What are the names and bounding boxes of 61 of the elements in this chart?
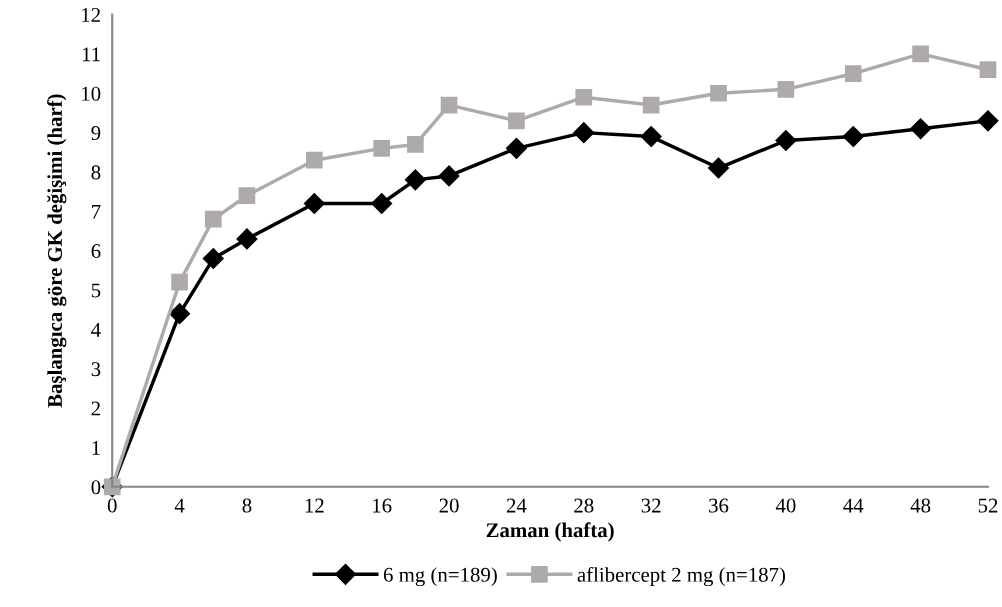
point [440,96,458,114]
y-tick-label: 7 [92,204,101,219]
point [238,187,256,204]
point [775,129,797,152]
point [710,84,727,102]
y-tick-label: 9 [91,126,101,141]
x-tick-label: 0 [107,498,117,513]
point [508,112,525,130]
y-tick-label: 11 [82,47,100,62]
x-tick-label: 16 [373,498,392,513]
point [204,210,222,228]
x-tick-label: 52 [978,498,998,513]
point [169,303,191,325]
point [404,169,426,191]
x-tick-label: 36 [709,498,729,513]
point [979,61,997,78]
y-tick-label: 8 [91,165,101,180]
point [912,45,929,63]
point [573,122,595,144]
x-tick-label: 8 [242,498,252,513]
x-tick-label: 40 [775,498,796,513]
point [777,81,795,98]
point [407,136,424,153]
point [977,110,999,132]
y-tick-label: 12 [82,8,100,22]
y-tick-label: 1 [92,440,100,455]
point [202,248,224,270]
point [842,126,864,148]
point [371,192,393,214]
x-tick-label: 32 [641,498,661,513]
point [305,151,323,169]
point [707,157,730,179]
point [642,96,660,114]
point [505,137,527,159]
point [575,88,593,106]
x-tick-label: 20 [439,498,459,513]
y-axis-title: Başlangıca göre GK değişimi (harf) [47,94,67,408]
x-axis-title: Zaman (hafta) [486,522,614,542]
x-tick-label: 12 [305,498,324,513]
y-tick-label: 3 [91,362,101,377]
y-tick-label: 2 [91,401,100,416]
x-tick-label: 28 [574,498,594,513]
legend-label: aflibercept 2 mg (n=187) [577,566,786,587]
point [844,65,862,82]
point [910,118,932,140]
point [438,165,460,187]
point [373,140,391,157]
y-tick-label: 4 [91,322,101,337]
x-tick-label: 48 [910,498,931,513]
point [171,273,188,291]
point [303,192,325,214]
x-tick-label: 24 [506,498,527,513]
x-tick-label: 44 [843,498,864,513]
y-tick-label: 5 [91,283,101,298]
point [640,126,662,148]
y-tick-label: 0 [91,480,101,495]
y-tick-label: 6 [91,244,101,259]
point [236,228,258,250]
legend-label: 6 mg (n=189) [383,567,497,587]
y-tick-label: 10 [82,86,101,101]
x-tick-label: 4 [174,498,185,513]
